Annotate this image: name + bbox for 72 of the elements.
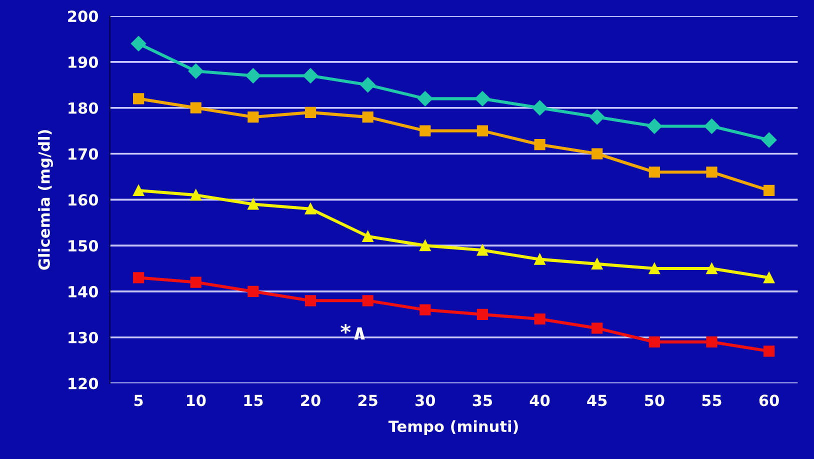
x-tick-label: 45 — [587, 394, 607, 406]
point — [132, 184, 144, 196]
point — [420, 240, 431, 252]
point — [592, 148, 603, 160]
point — [761, 132, 777, 148]
x-tick-label: 50 — [644, 394, 664, 406]
point — [706, 166, 718, 178]
point — [476, 244, 488, 256]
x-tick-label: 60 — [759, 394, 779, 406]
x-tick-label: 5 — [134, 394, 143, 406]
point — [420, 125, 431, 136]
point — [246, 68, 261, 84]
point — [302, 68, 318, 84]
point — [706, 336, 718, 348]
point — [592, 258, 603, 270]
y-tick-label: 200 — [68, 10, 98, 22]
point — [360, 77, 376, 92]
x-tick-label: 25 — [358, 394, 378, 406]
point — [418, 91, 433, 106]
y-tick-label: 150 — [68, 240, 98, 252]
point — [420, 304, 431, 316]
point — [592, 322, 603, 334]
point — [190, 276, 202, 288]
point — [362, 295, 374, 306]
x-tick-label: 20 — [301, 394, 320, 406]
annotation: *∧ — [340, 324, 365, 340]
x-tick-label: 15 — [244, 394, 263, 406]
point — [132, 272, 144, 284]
point — [248, 111, 259, 123]
y-tick-label: 190 — [68, 56, 98, 68]
point — [362, 230, 374, 242]
y-axis-title: Glicemia (mg/dl) — [38, 130, 53, 270]
point — [648, 336, 660, 348]
point — [646, 118, 662, 134]
point — [362, 111, 374, 123]
point — [304, 295, 316, 306]
y-tick-label: 130 — [68, 332, 98, 344]
point — [764, 272, 775, 284]
point — [704, 118, 720, 134]
point — [188, 64, 204, 79]
point — [764, 346, 775, 357]
point — [474, 91, 490, 106]
x-tick-label: 55 — [702, 394, 722, 406]
point — [590, 109, 605, 125]
point — [304, 203, 316, 214]
point — [476, 308, 488, 320]
point — [304, 106, 316, 118]
y-tick-label: 120 — [68, 378, 98, 390]
point — [190, 102, 202, 114]
x-tick-label: 10 — [186, 394, 206, 406]
x-tick-label: 35 — [472, 394, 492, 406]
x-axis-title: Tempo (minuti) — [388, 420, 518, 436]
y-tick-label: 180 — [68, 102, 98, 114]
x-tick-label: 40 — [530, 394, 550, 406]
point — [248, 198, 259, 210]
point — [248, 286, 259, 298]
point — [132, 93, 144, 104]
y-tick-label: 170 — [68, 148, 98, 160]
point — [706, 262, 718, 274]
point — [534, 313, 546, 325]
point — [648, 262, 660, 274]
y-tick-label: 160 — [68, 194, 98, 206]
point — [648, 166, 660, 178]
point — [476, 125, 488, 136]
x-tick-label: 30 — [416, 394, 436, 406]
point — [532, 100, 548, 116]
point — [190, 190, 202, 201]
y-tick-label: 140 — [68, 286, 98, 298]
point — [534, 254, 546, 265]
point — [764, 184, 775, 196]
point — [534, 139, 546, 150]
point — [130, 36, 146, 52]
